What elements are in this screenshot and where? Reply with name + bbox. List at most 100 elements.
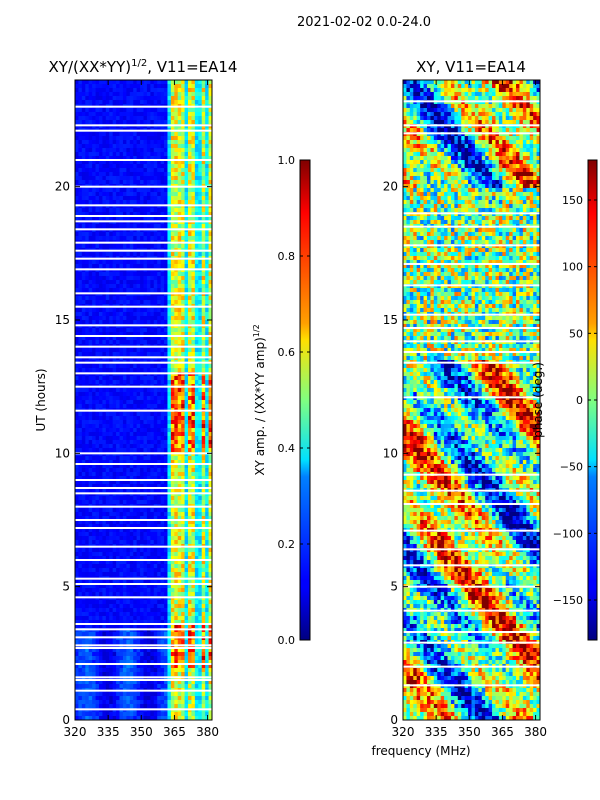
heatmap-cell	[75, 80, 79, 85]
heatmap-cell	[146, 376, 151, 381]
heatmap-cell	[150, 540, 155, 545]
heatmap-cell	[75, 560, 79, 565]
heatmap-cell	[205, 316, 209, 321]
heatmap-cell	[153, 212, 158, 217]
heatmap-cell	[198, 280, 203, 285]
heatmap-cell	[157, 456, 162, 461]
heatmap-cell	[167, 84, 172, 89]
heatmap-cell	[205, 524, 209, 529]
heatmap-cell	[122, 136, 127, 141]
heatmap-cell	[116, 156, 120, 161]
heatmap-cell	[160, 232, 165, 237]
heatmap-cell	[119, 432, 124, 437]
heatmap-cell	[136, 164, 141, 169]
heatmap-cell	[88, 420, 93, 425]
heatmap-cell	[174, 516, 179, 521]
heatmap-cell	[122, 260, 127, 265]
heatmap-cell	[95, 252, 100, 257]
heatmap-cell	[119, 196, 124, 201]
heatmap-cell	[201, 480, 206, 485]
heatmap-cell	[81, 476, 86, 481]
heatmap-cell	[170, 520, 175, 525]
heatmap-cell	[109, 376, 114, 381]
heatmap-cell	[153, 440, 158, 445]
heatmap-cell	[194, 316, 199, 321]
heatmap-cell	[136, 320, 141, 325]
heatmap-cell	[81, 436, 86, 441]
heatmap-cell	[92, 392, 96, 397]
heatmap-cell	[170, 192, 175, 197]
heatmap-cell	[170, 556, 175, 561]
heatmap-cell	[105, 336, 110, 341]
heatmap-cell	[105, 140, 110, 145]
heatmap-cell	[112, 432, 117, 437]
heatmap-cell	[194, 196, 199, 201]
heatmap-cell	[157, 232, 162, 237]
heatmap-cell	[201, 508, 206, 513]
heatmap-cell	[81, 88, 86, 93]
heatmap-cell	[143, 84, 148, 89]
heatmap-cell	[129, 252, 134, 257]
heatmap-cell	[105, 352, 110, 357]
heatmap-cell	[129, 508, 134, 513]
heatmap-cell	[198, 316, 203, 321]
heatmap-cell	[164, 272, 168, 277]
heatmap-cell	[198, 364, 203, 369]
heatmap-cell	[198, 432, 203, 437]
heatmap-cell	[109, 152, 114, 157]
heatmap-cell	[188, 448, 192, 453]
heatmap-cell	[157, 564, 162, 569]
heatmap-cell	[164, 556, 168, 561]
heatmap-cell	[75, 260, 79, 265]
heatmap-cell	[143, 540, 148, 545]
heatmap-cell	[150, 144, 155, 149]
heatmap-cell	[194, 472, 199, 477]
heatmap-cell	[170, 252, 175, 257]
heatmap-cell	[129, 448, 134, 453]
heatmap-cell	[184, 552, 189, 557]
heatmap-cell	[92, 252, 96, 257]
heatmap-cell	[109, 432, 114, 437]
heatmap-cell	[164, 460, 168, 465]
heatmap-cell	[105, 160, 110, 165]
heatmap-cell	[191, 136, 196, 141]
heatmap-cell	[191, 312, 196, 317]
heatmap-cell	[174, 508, 179, 513]
heatmap-cell	[129, 352, 134, 357]
heatmap-cell	[181, 332, 185, 337]
heatmap-cell	[181, 96, 185, 101]
heatmap-cell	[167, 196, 172, 201]
heatmap-cell	[116, 412, 120, 417]
heatmap-cell	[88, 540, 93, 545]
heatmap-cell	[102, 112, 107, 117]
heatmap-cell	[98, 352, 103, 357]
heatmap-cell	[78, 108, 83, 113]
heatmap-cell	[184, 176, 189, 181]
heatmap-cell	[201, 312, 206, 317]
heatmap-cell	[112, 196, 117, 201]
heatmap-cell	[167, 140, 172, 145]
heatmap-cell	[146, 568, 151, 573]
heatmap-cell	[88, 164, 93, 169]
heatmap-cell	[95, 392, 100, 397]
heatmap-cell	[92, 176, 96, 181]
heatmap-cell	[92, 120, 96, 125]
heatmap-cell	[150, 136, 155, 141]
amplitude-title: XY/(XX*YY)1/2, V11=EA14	[49, 58, 238, 76]
heatmap-cell	[119, 136, 124, 141]
heatmap-cell	[164, 332, 168, 337]
heatmap-cell	[78, 84, 83, 89]
heatmap-cell	[75, 156, 79, 161]
heatmap-cell	[78, 236, 83, 241]
heatmap-cell	[88, 252, 93, 257]
heatmap-cell	[201, 212, 206, 217]
heatmap-cell	[194, 192, 199, 197]
heatmap-cell	[177, 468, 182, 473]
heatmap-cell	[78, 392, 83, 397]
heatmap-cell	[146, 312, 151, 317]
heatmap-cell	[129, 276, 134, 281]
heatmap-cell	[92, 112, 96, 117]
heatmap-cell	[140, 96, 144, 101]
heatmap-cell	[143, 508, 148, 513]
heatmap-cell	[95, 180, 100, 185]
